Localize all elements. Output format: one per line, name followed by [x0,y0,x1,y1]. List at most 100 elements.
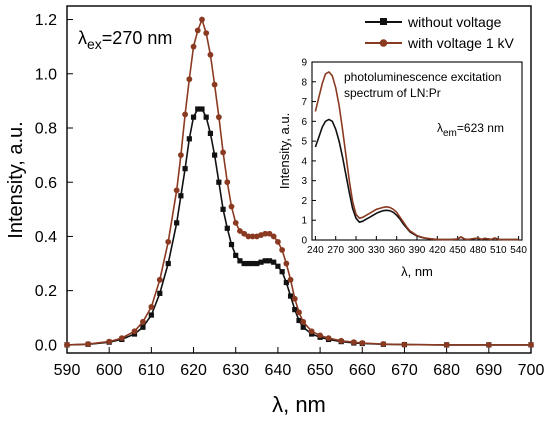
main-y-axis-label: Intensity, a.u. [5,121,27,238]
data-point-circle [215,114,222,121]
data-point-circle [241,230,248,237]
data-point-circle [165,238,172,245]
x-tick-label: 240 [307,245,324,256]
data-point-square [296,317,302,324]
data-point-circle [106,338,113,345]
inset-emission-annotation: λem=623 nm [437,121,504,139]
data-point-square [233,252,239,259]
x-tick-label: 680 [433,362,460,379]
inset-plot-frame [311,61,523,241]
data-point-square [186,136,192,142]
data-point-circle [182,111,189,118]
data-point-circle [296,309,302,316]
main-excitation-annotation: λex=270 nm [78,28,172,52]
data-point-circle [156,276,163,283]
data-point-square [190,114,197,120]
y-tick-label: 1 [301,216,307,227]
data-point-square [212,152,218,158]
x-tick-label: 360 [388,245,405,256]
y-tick-label: 0.4 [35,229,57,246]
legend: without voltage with voltage 1 kV [365,14,514,51]
data-point-circle [317,332,323,339]
data-point-square [182,166,188,172]
y-tick-label: 2 [301,196,307,207]
data-point-circle [207,51,214,58]
inset-title-line-1: photoluminescence excitation [344,70,501,84]
data-point-square [203,114,209,120]
data-point-square [165,260,171,267]
legend-label-without-voltage: without voltage [407,14,502,30]
x-tick-label: 700 [518,362,545,379]
data-point-square [262,258,268,264]
data-point-circle [173,187,180,194]
y-tick-label: 0.6 [35,175,57,192]
data-point-circle [249,233,256,240]
x-tick-label: 510 [490,245,507,256]
data-point-square [199,106,205,112]
data-point-square [283,279,289,286]
data-point-circle [528,341,534,348]
data-point-square [254,260,260,267]
inset-axis-ticks: 240 270 300 330 360 390 420 450 480 510 540 0 1 2 3 4 5 6… [301,58,527,257]
data-point-circle [220,149,226,156]
inset-annotation-value: =623 nm [457,121,504,135]
data-point-circle [300,318,307,325]
series-line-1-1 [314,71,519,241]
inset-x-axis-label: λ, nm [401,264,433,279]
data-point-circle [237,228,243,234]
data-point-circle [279,247,286,253]
data-point-square [178,193,184,199]
x-tick-label: 660 [349,362,376,379]
y-tick-label: 0 [301,236,307,247]
y-tick-label: 8 [301,77,307,88]
data-point-circle [291,295,298,302]
data-point-circle [228,203,235,210]
data-point-circle [401,341,408,348]
main-axis-ticks: 590 600 610 620 630 640 650 660 670 680 690 7000.00… [35,12,545,379]
data-point-circle [194,27,201,34]
x-tick-label: 300 [348,245,365,256]
data-point-square [258,259,264,265]
data-point-square [271,259,277,265]
data-point-square [195,106,201,112]
x-tick-label: 670 [391,362,418,379]
data-point-square [216,179,222,185]
main-x-axis-label: λ, nm [272,392,326,417]
data-point-circle [287,276,294,283]
y-tick-label: 4 [301,156,307,167]
data-point-circle [190,43,197,50]
data-point-square [157,290,163,296]
x-tick-label: 640 [265,362,292,379]
data-point-square [148,312,154,318]
data-point-circle [266,230,273,237]
data-point-circle [338,337,345,344]
data-point-square [241,260,247,267]
y-tick-label: 5 [301,137,307,148]
x-tick-label: 610 [138,362,165,379]
x-tick-label: 630 [222,362,249,379]
data-point-square [224,225,230,231]
data-point-square [279,269,285,275]
data-point-square [266,258,273,264]
data-point-square [207,130,214,137]
data-point-square [220,206,226,212]
y-tick-label: 0.0 [35,337,57,354]
data-point-circle [308,328,315,335]
legend-marker-square [380,18,387,25]
x-tick-label: 690 [475,362,502,379]
data-point-circle [64,341,70,348]
data-point-circle [262,230,269,237]
data-point-circle [359,340,366,346]
data-point-circle [485,341,492,348]
data-point-square [237,258,243,264]
inset-annotation-subscript: em [443,128,457,139]
y-tick-label: 0.2 [35,283,57,300]
y-tick-label: 9 [301,58,307,69]
data-point-circle [245,233,252,240]
data-point-circle [325,335,332,341]
data-point-circle [283,260,290,267]
x-tick-label: 540 [510,245,527,256]
data-point-circle [232,219,239,226]
y-tick-label: 7 [301,97,307,108]
